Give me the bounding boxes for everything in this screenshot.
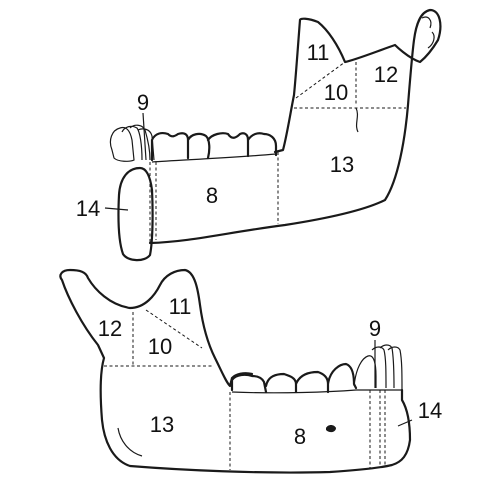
upper-molars [150, 132, 278, 162]
upper-mandible-outline [148, 8, 442, 245]
upper-symphysis-outline [117, 166, 154, 262]
upper-condyle-detail [421, 16, 435, 49]
upper-mandible-view: 8 9 10 11 12 13 14 [76, 8, 442, 262]
upper-label-region-10: 10 [324, 80, 348, 105]
upper-label-region-9: 9 [137, 90, 149, 115]
upper-incisors [109, 124, 155, 162]
lower-leader-14 [397, 419, 413, 427]
lower-boundary-10-11 [145, 309, 203, 349]
lower-angle-detail [117, 427, 143, 457]
lower-label-region-9: 9 [369, 316, 381, 341]
lower-alveolar-line [231, 389, 402, 394]
lower-mental-foramen [326, 425, 336, 433]
upper-boundary-9 [149, 162, 157, 242]
upper-label-region-13: 13 [330, 152, 354, 177]
lower-label-region-12: 12 [98, 316, 122, 341]
upper-label-region-12: 12 [374, 62, 398, 87]
upper-label-region-14: 14 [76, 196, 100, 221]
lower-label-region-10: 10 [148, 334, 172, 359]
lower-molars [230, 362, 358, 394]
lower-mandible-outline [59, 268, 412, 474]
lower-label-region-8: 8 [294, 424, 306, 449]
upper-label-region-11: 11 [307, 40, 330, 65]
lower-incisors [353, 344, 403, 391]
upper-label-region-8: 8 [206, 183, 218, 208]
upper-leader-9 [142, 112, 147, 161]
upper-boundary-10-11 [295, 61, 346, 99]
lower-mandible-view: 8 9 10 11 12 13 14 [59, 268, 442, 474]
upper-alveolar-line [151, 153, 277, 163]
lower-label-region-13: 13 [150, 412, 174, 437]
lower-label-region-14: 14 [418, 398, 442, 423]
upper-leader-14 [104, 207, 129, 211]
upper-lingula [355, 107, 359, 133]
lower-label-region-11: 11 [169, 294, 192, 319]
